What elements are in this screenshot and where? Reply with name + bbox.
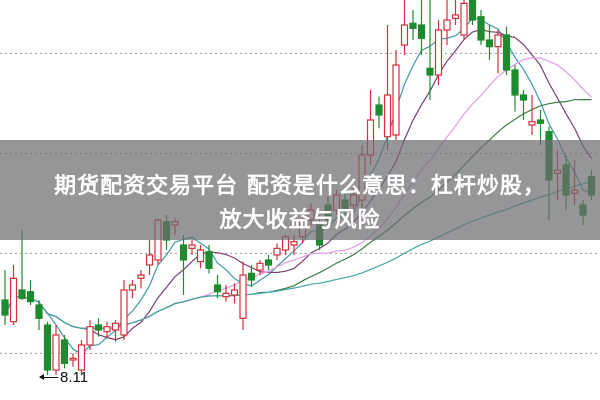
- candle-body: [35, 304, 43, 319]
- title-line-1: 期货配资交易平台 配资是什么意思：杠杆炒股，: [54, 174, 546, 199]
- candle-body: [290, 241, 298, 246]
- candle-body: [468, 0, 477, 21]
- candle-body: [1, 299, 9, 316]
- candle-body: [375, 104, 383, 116]
- candle-body: [392, 64, 400, 136]
- candle-body: [111, 322, 120, 331]
- candle-body: [128, 284, 137, 291]
- candle-body: [179, 244, 188, 261]
- candle-body: [519, 94, 528, 101]
- candle-body: [9, 277, 18, 323]
- moving-average-line-5: [4, 17, 592, 356]
- title-banner: 期货配资交易平台 配资是什么意思：杠杆炒股， 放大收益与风险: [0, 140, 600, 240]
- candle-body: [443, 19, 451, 31]
- candle-body: [434, 29, 443, 76]
- title-line-2: 放大收益与风险: [219, 208, 381, 233]
- candle-body: [18, 289, 26, 299]
- candle-body: [94, 324, 103, 331]
- candle-body: [273, 247, 281, 256]
- candle-body: [230, 289, 239, 296]
- candle-body: [511, 69, 519, 96]
- candle-body: [494, 34, 502, 48]
- candle-body: [196, 249, 205, 263]
- candle-body: [400, 24, 409, 46]
- candle-body: [485, 39, 494, 48]
- candle-body: [77, 344, 86, 371]
- candle-body: [417, 24, 426, 39]
- moving-average-line-10: [4, 28, 592, 341]
- candle-body: [205, 251, 213, 269]
- candle-body: [409, 22, 417, 29]
- candle-body: [451, 14, 460, 19]
- low-arrow-icon: [39, 374, 58, 380]
- candle-body: [137, 274, 145, 279]
- candle-body: [477, 16, 485, 41]
- candle-body: [26, 291, 35, 303]
- candle-body: [383, 94, 392, 138]
- candle-body: [264, 259, 273, 266]
- candle-body: [188, 244, 196, 249]
- candle-body: [60, 339, 69, 364]
- candle-body: [86, 326, 94, 346]
- candle-body: [536, 119, 545, 124]
- candle-body: [120, 289, 128, 336]
- candle-body: [426, 67, 434, 76]
- candle-body: [69, 357, 77, 361]
- low-price-label: 8.11: [60, 369, 89, 386]
- candle-body: [103, 326, 111, 333]
- candle-body: [247, 272, 256, 281]
- candle-body: [213, 284, 222, 293]
- candle-body: [239, 274, 247, 319]
- candle-body: [528, 121, 536, 126]
- candle-body: [460, 2, 468, 36]
- candle-body: [222, 292, 230, 298]
- candle-body: [256, 262, 264, 271]
- candle-body: [502, 34, 511, 71]
- candle-body: [145, 254, 154, 266]
- candle-body: [43, 324, 52, 371]
- candle-body: [52, 334, 60, 371]
